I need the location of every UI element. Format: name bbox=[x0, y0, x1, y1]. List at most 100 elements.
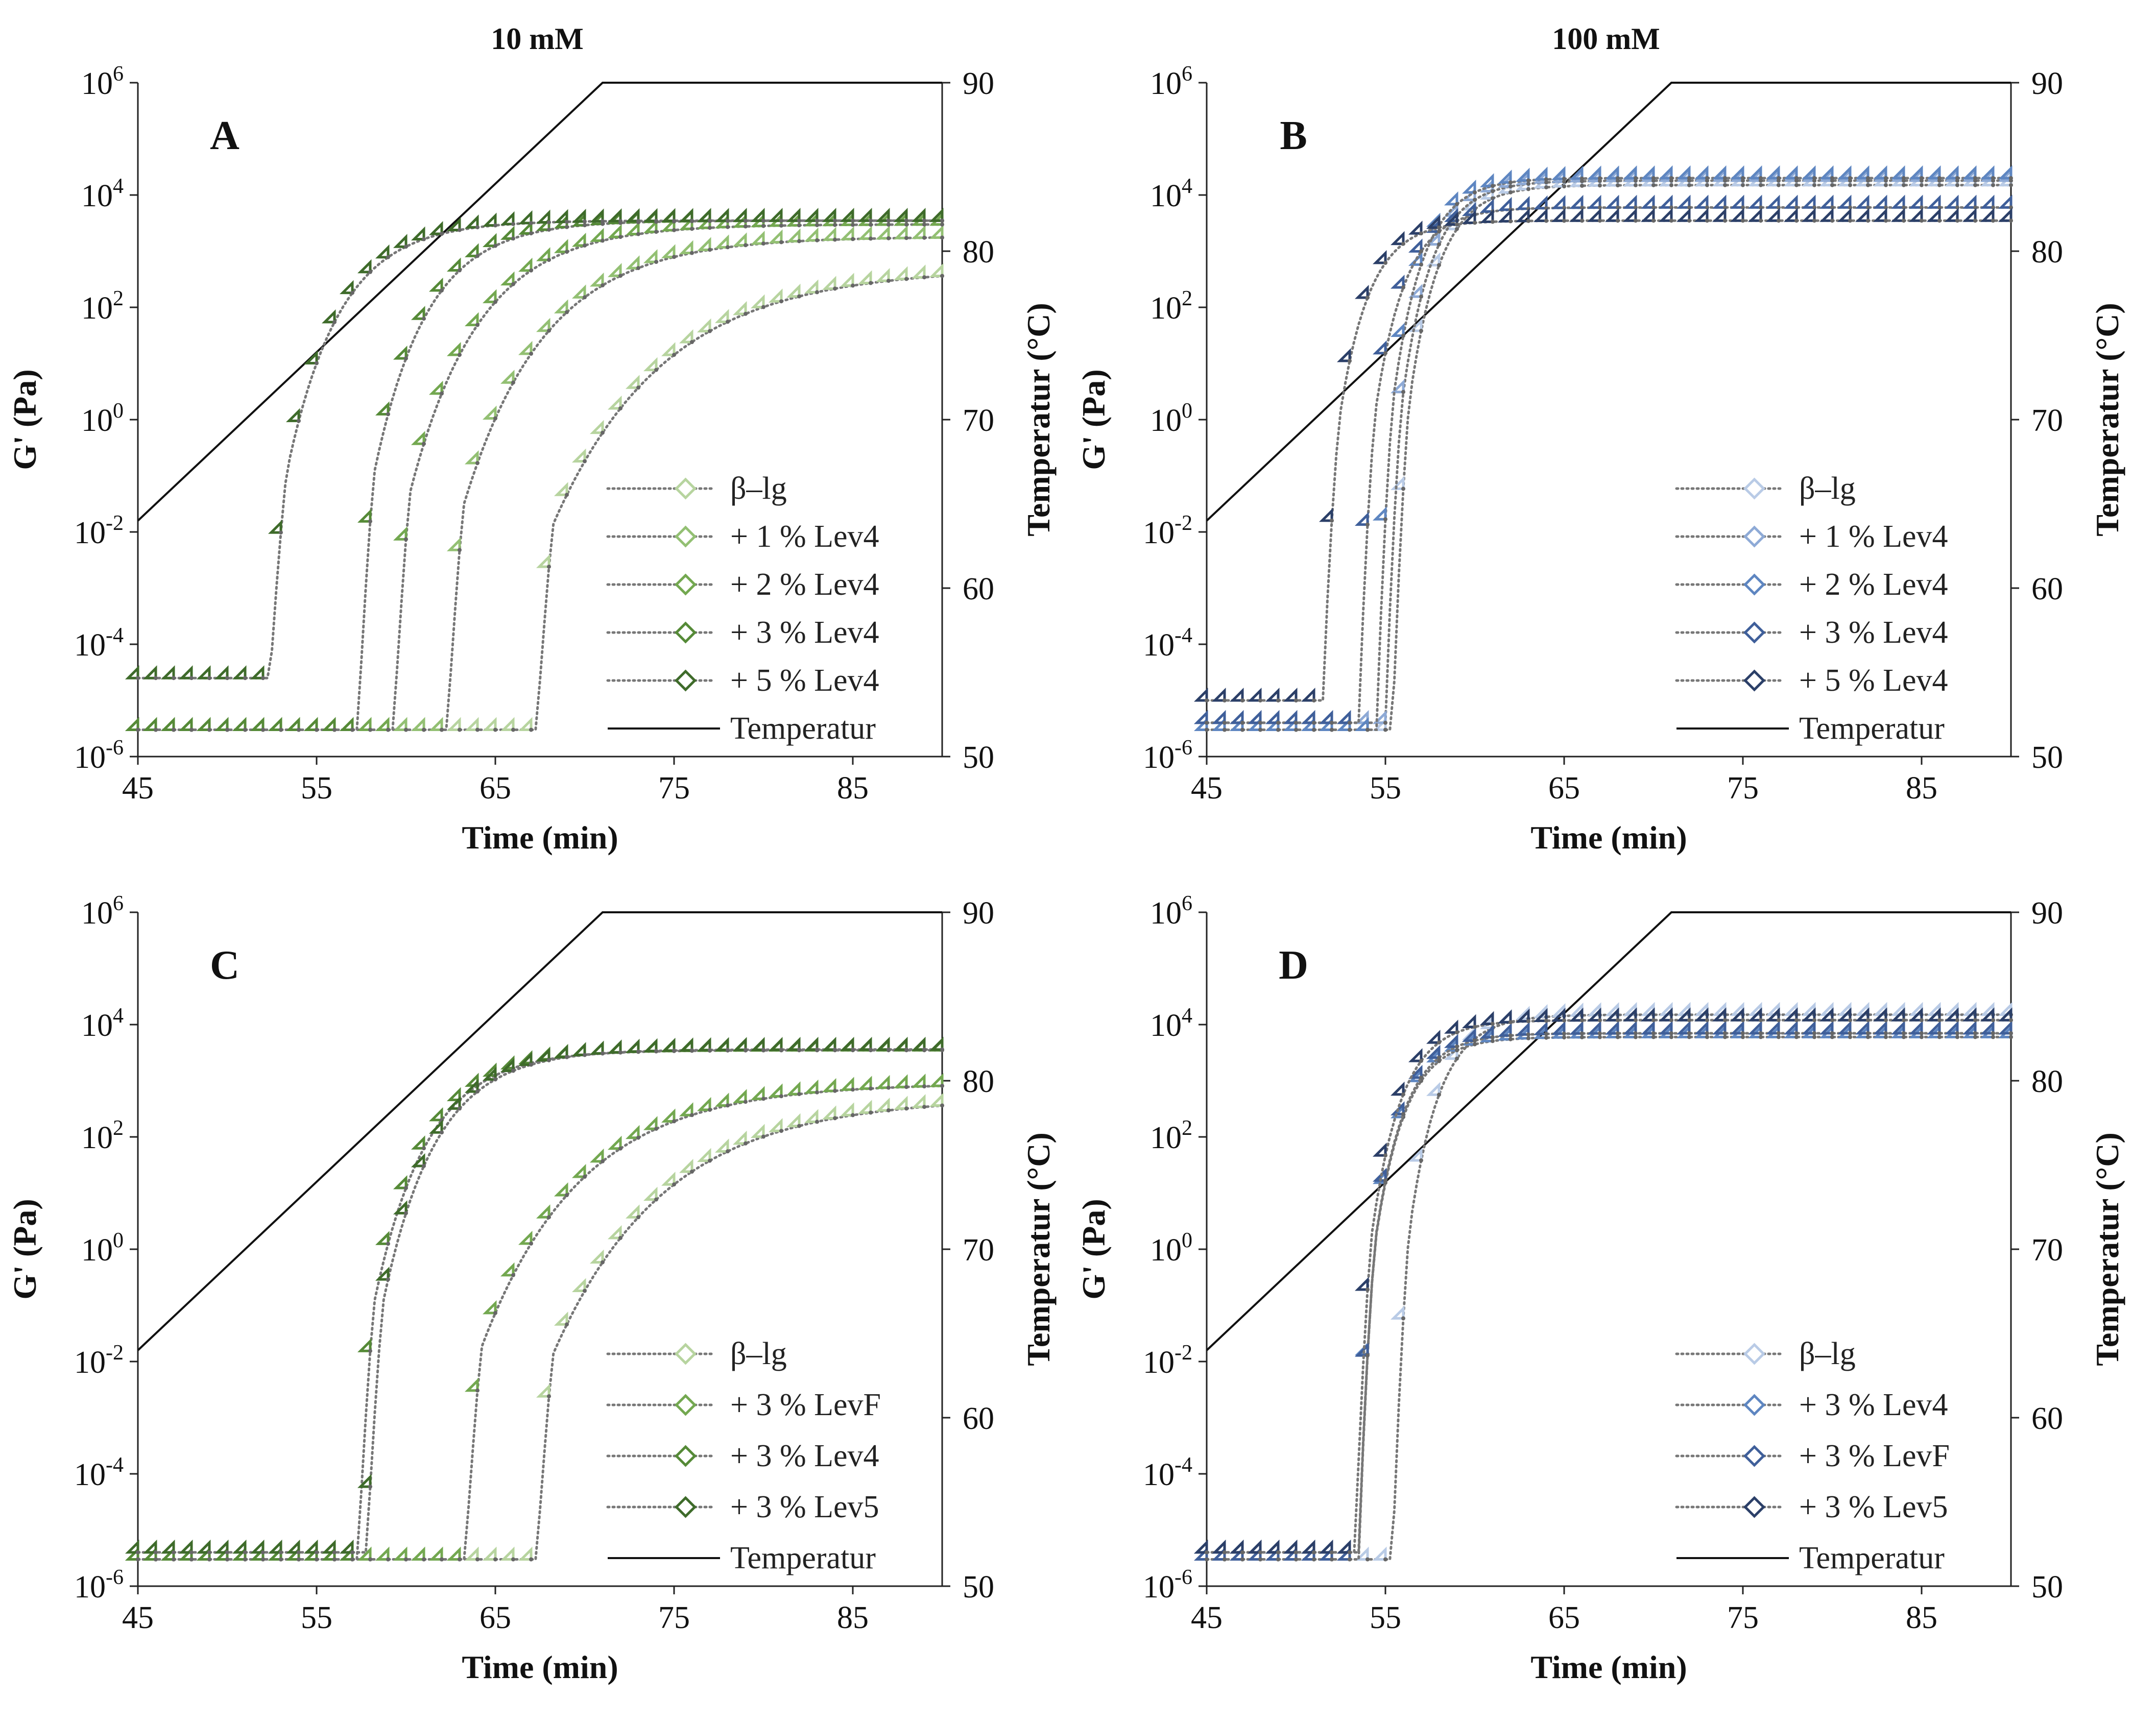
data-point-center bbox=[1330, 727, 1334, 732]
data-point bbox=[857, 1076, 872, 1090]
data-point-center bbox=[1437, 263, 1441, 268]
data-point-center bbox=[493, 300, 497, 304]
data-point-center bbox=[1705, 176, 1709, 180]
legend-label: + 3 % LevF bbox=[730, 1388, 881, 1422]
y2-tick-label: 50 bbox=[2031, 740, 2063, 775]
data-point-center bbox=[225, 1557, 229, 1562]
legend-swatch-marker bbox=[674, 1496, 697, 1518]
data-point-center bbox=[690, 340, 694, 344]
data-point-center bbox=[2009, 218, 2013, 223]
data-point-center bbox=[744, 1100, 748, 1104]
data-point-center bbox=[547, 1215, 551, 1220]
data-point-center bbox=[690, 251, 694, 255]
data-point-center bbox=[1330, 518, 1334, 523]
data-point bbox=[840, 1077, 854, 1091]
data-point-center bbox=[1419, 329, 1423, 333]
data-point bbox=[1962, 208, 1977, 222]
data-point-center bbox=[189, 1550, 194, 1555]
data-point-center bbox=[601, 1051, 605, 1056]
y-tick-label: 10-2 bbox=[1143, 1341, 1192, 1380]
data-point-center bbox=[458, 1557, 462, 1562]
y-tick-label: 104 bbox=[1150, 1004, 1192, 1043]
legend-swatch-marker bbox=[674, 1445, 697, 1467]
data-point-center bbox=[1598, 205, 1602, 210]
data-point bbox=[446, 1087, 461, 1102]
data-point bbox=[178, 717, 193, 732]
data-point-center bbox=[815, 1047, 819, 1052]
data-point bbox=[536, 554, 550, 568]
data-point-center bbox=[1937, 1031, 1942, 1035]
data-point-center bbox=[1401, 487, 1405, 491]
data-point bbox=[1855, 208, 1870, 222]
data-point-center bbox=[1401, 390, 1405, 394]
data-point bbox=[1944, 195, 1959, 209]
data-point bbox=[625, 375, 640, 389]
series-1 bbox=[125, 263, 944, 732]
data-point-center bbox=[2009, 1035, 2013, 1039]
data-point-center bbox=[1383, 720, 1387, 725]
data-point-center bbox=[1616, 176, 1620, 181]
data-point-center bbox=[1902, 176, 1906, 180]
data-point-center bbox=[1794, 205, 1799, 210]
series-dotted-line bbox=[1205, 1032, 2013, 1561]
data-point-center bbox=[869, 1047, 873, 1052]
data-point-center bbox=[1348, 720, 1352, 725]
data-point bbox=[411, 306, 425, 320]
data-point-center bbox=[475, 225, 480, 230]
data-point-center bbox=[565, 1322, 569, 1327]
legend-label: + 5 % Lev4 bbox=[730, 663, 879, 698]
data-point-center bbox=[1562, 177, 1566, 181]
data-point-center bbox=[1705, 218, 1709, 223]
series-dotted-line bbox=[136, 223, 944, 731]
data-point-center bbox=[1455, 227, 1459, 231]
data-point-center bbox=[404, 1211, 408, 1216]
data-point bbox=[857, 226, 872, 240]
data-point bbox=[339, 280, 354, 295]
panel-label: C bbox=[210, 943, 239, 988]
data-point-center bbox=[636, 1135, 640, 1140]
data-point bbox=[1372, 340, 1387, 355]
data-point-center bbox=[636, 218, 640, 223]
y2-tick-label: 60 bbox=[2031, 1401, 2063, 1436]
data-point-center bbox=[922, 222, 926, 227]
x-tick-label: 75 bbox=[658, 771, 690, 806]
data-point-center bbox=[1205, 727, 1209, 732]
data-point bbox=[1873, 208, 1887, 222]
data-point-center bbox=[1383, 351, 1387, 355]
data-point-center bbox=[1651, 205, 1656, 210]
data-point-center bbox=[1937, 176, 1942, 180]
data-point-center bbox=[887, 1047, 891, 1052]
data-point bbox=[1908, 195, 1923, 209]
series-4 bbox=[1193, 195, 2013, 725]
data-point bbox=[428, 380, 443, 395]
data-point-center bbox=[1848, 176, 1852, 180]
data-point-center bbox=[350, 1557, 354, 1562]
data-point bbox=[1390, 323, 1405, 337]
data-point-center bbox=[1634, 1035, 1638, 1039]
data-point-center bbox=[583, 1053, 587, 1057]
data-point-center bbox=[708, 329, 712, 333]
data-point-center bbox=[243, 1550, 247, 1555]
data-point-center bbox=[833, 286, 837, 291]
data-point bbox=[428, 717, 443, 732]
data-point-center bbox=[1741, 1031, 1745, 1035]
data-point-center bbox=[1759, 176, 1763, 180]
data-point-center bbox=[1866, 1031, 1870, 1035]
data-point-center bbox=[1973, 1035, 1977, 1039]
data-point-center bbox=[1240, 698, 1244, 702]
y-tick-label: 10-4 bbox=[74, 1453, 124, 1492]
data-point-center bbox=[315, 1557, 319, 1562]
x-tick-label: 75 bbox=[1727, 771, 1759, 806]
data-point bbox=[1944, 208, 1959, 222]
data-point-center bbox=[904, 1085, 908, 1089]
y2-tick-label: 90 bbox=[963, 896, 994, 931]
data-point-center bbox=[1562, 184, 1566, 188]
data-point-center bbox=[404, 1186, 408, 1190]
data-point-center bbox=[672, 218, 676, 223]
data-point bbox=[482, 1546, 497, 1561]
data-point-center bbox=[1741, 218, 1745, 223]
data-point-center bbox=[529, 231, 533, 236]
data-point-center bbox=[1383, 727, 1387, 732]
data-point-center bbox=[1794, 1035, 1799, 1039]
data-point bbox=[125, 717, 139, 732]
